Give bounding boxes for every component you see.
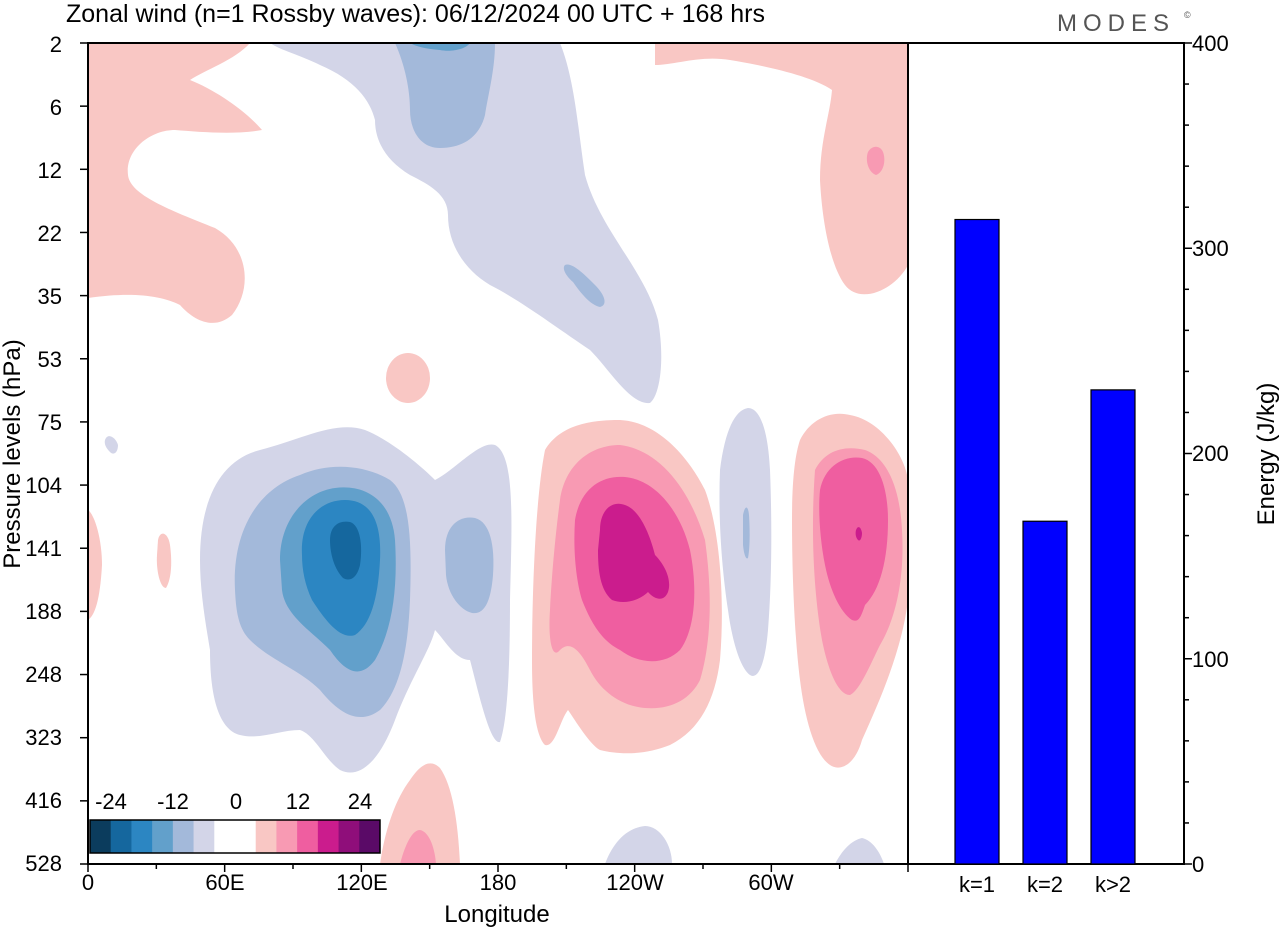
energy-bar bbox=[1022, 520, 1068, 865]
y-tick-label: 188 bbox=[25, 599, 62, 624]
contour-negative-strip-70W-core bbox=[743, 507, 750, 559]
y-tick-label: 416 bbox=[25, 788, 62, 813]
bar-category-label: k>2 bbox=[1095, 872, 1131, 897]
colorbar-cell bbox=[172, 820, 195, 853]
x-tick-label: 60E bbox=[205, 870, 244, 895]
colorbar-cell bbox=[338, 820, 360, 853]
contour-negative-upper-top bbox=[410, 43, 470, 51]
chart-title: Zonal wind (n=1 Rossby waves): 06/12/202… bbox=[66, 0, 765, 28]
energy-tick-label: 0 bbox=[1192, 852, 1204, 877]
energy-bar bbox=[954, 218, 1000, 865]
contour-positive-left-edge bbox=[88, 510, 102, 620]
contour-positive-lower-145E-core bbox=[400, 830, 436, 864]
contour-positive-lower-145E bbox=[380, 763, 460, 864]
colorbar-cell bbox=[90, 820, 112, 853]
colorbar-cell bbox=[255, 820, 277, 853]
colorbar-label: -24 bbox=[95, 789, 127, 814]
x-axis-title: Longitude bbox=[444, 901, 549, 928]
contour-negative-tongue-spot bbox=[563, 264, 605, 307]
contour-negative-lobe-165E bbox=[445, 517, 494, 614]
colorbar-label: 0 bbox=[230, 789, 242, 814]
colorbar: -24 -12 0 12 24 bbox=[89, 789, 381, 854]
colorbar-cell bbox=[214, 820, 236, 853]
bar-category-labels: k=1 k=2 k>2 bbox=[959, 872, 1131, 897]
y-tick-label: 141 bbox=[25, 536, 62, 561]
energy-axis-title: Energy (J/kg) bbox=[1253, 383, 1280, 526]
y-tick-label: 104 bbox=[25, 473, 62, 498]
energy-axis: 0 100 200 300 400 bbox=[1184, 31, 1229, 877]
colorbar-label: 24 bbox=[348, 789, 372, 814]
energy-tick-label: 300 bbox=[1192, 236, 1229, 261]
colorbar-cell bbox=[110, 820, 132, 853]
energy-bar bbox=[1090, 389, 1136, 865]
colorbar-cell bbox=[152, 820, 174, 853]
colorbar-cell bbox=[235, 820, 257, 853]
contour-negative-upper-core bbox=[395, 43, 495, 148]
contour-positive-upper-west bbox=[88, 43, 262, 323]
contour-positive-upper-right-core bbox=[866, 146, 885, 175]
contour-positive-upper-right bbox=[655, 43, 908, 295]
x-tick-label: 180 bbox=[480, 870, 517, 895]
colorbar-frame bbox=[89, 819, 381, 854]
y-tick-label: 12 bbox=[38, 158, 62, 183]
y-tick-label: 6 bbox=[50, 95, 62, 120]
y-tick-label: 528 bbox=[25, 851, 62, 876]
contour-positive-core-a-l4 bbox=[598, 503, 670, 603]
y-axis-title: Pressure levels (hPa) bbox=[0, 339, 26, 568]
modes-logo: MODES bbox=[1057, 10, 1175, 37]
contour-negative-core-l5 bbox=[330, 521, 362, 580]
colorbar-label: 12 bbox=[286, 789, 310, 814]
contour-positive-core-b-l4 bbox=[855, 527, 862, 541]
x-tick-label: 120W bbox=[606, 870, 664, 895]
y-tick-label: 323 bbox=[25, 725, 62, 750]
y-tick-marks bbox=[80, 42, 88, 865]
energy-tick-label: 400 bbox=[1192, 31, 1229, 56]
colorbar-cell bbox=[359, 820, 381, 853]
y-tick-label: 248 bbox=[25, 662, 62, 687]
energy-bars bbox=[954, 218, 1136, 865]
energy-tick-label: 200 bbox=[1192, 441, 1229, 466]
x-tick-label: 60W bbox=[748, 870, 793, 895]
colorbar-cell bbox=[193, 820, 215, 853]
contour-field bbox=[88, 43, 908, 864]
colorbar-cell bbox=[276, 820, 298, 853]
x-tick-label: 120E bbox=[336, 870, 387, 895]
contour-negative-lower-b bbox=[835, 838, 884, 864]
pressure-axis: 2 6 12 22 35 53 75 104 141 188 248 323 4… bbox=[25, 32, 88, 876]
longitude-axis: 0 60E 120E 180 120W 60W bbox=[82, 864, 909, 895]
colorbar-cell bbox=[317, 820, 340, 853]
y-tick-label: 75 bbox=[38, 410, 62, 435]
logo-mark: © bbox=[1184, 10, 1191, 20]
contour-positive-core-b-l3 bbox=[819, 457, 888, 621]
y-tick-label: 2 bbox=[50, 32, 62, 57]
x-tick-label: 0 bbox=[82, 870, 94, 895]
bar-category-label: k=1 bbox=[959, 872, 995, 897]
x-tick-marks bbox=[87, 864, 909, 872]
contour-negative-small-speck bbox=[104, 436, 118, 454]
contour-negative-upper-tongue bbox=[270, 43, 662, 404]
y-tick-label: 53 bbox=[38, 347, 62, 372]
colorbar-cells bbox=[90, 820, 381, 853]
y-tick-label: 35 bbox=[38, 284, 62, 309]
contour-negative-lower-a bbox=[605, 826, 672, 864]
energy-tick-marks bbox=[1184, 42, 1192, 865]
energy-tick-label: 100 bbox=[1192, 647, 1229, 672]
colorbar-cell bbox=[297, 820, 319, 853]
contour-positive-left-blob bbox=[156, 533, 172, 588]
y-tick-label: 22 bbox=[38, 221, 62, 246]
colorbar-cell bbox=[131, 820, 153, 853]
contour-positive-blob-53 bbox=[386, 353, 430, 403]
colorbar-label: -12 bbox=[157, 789, 189, 814]
bar-category-label: k=2 bbox=[1027, 872, 1063, 897]
